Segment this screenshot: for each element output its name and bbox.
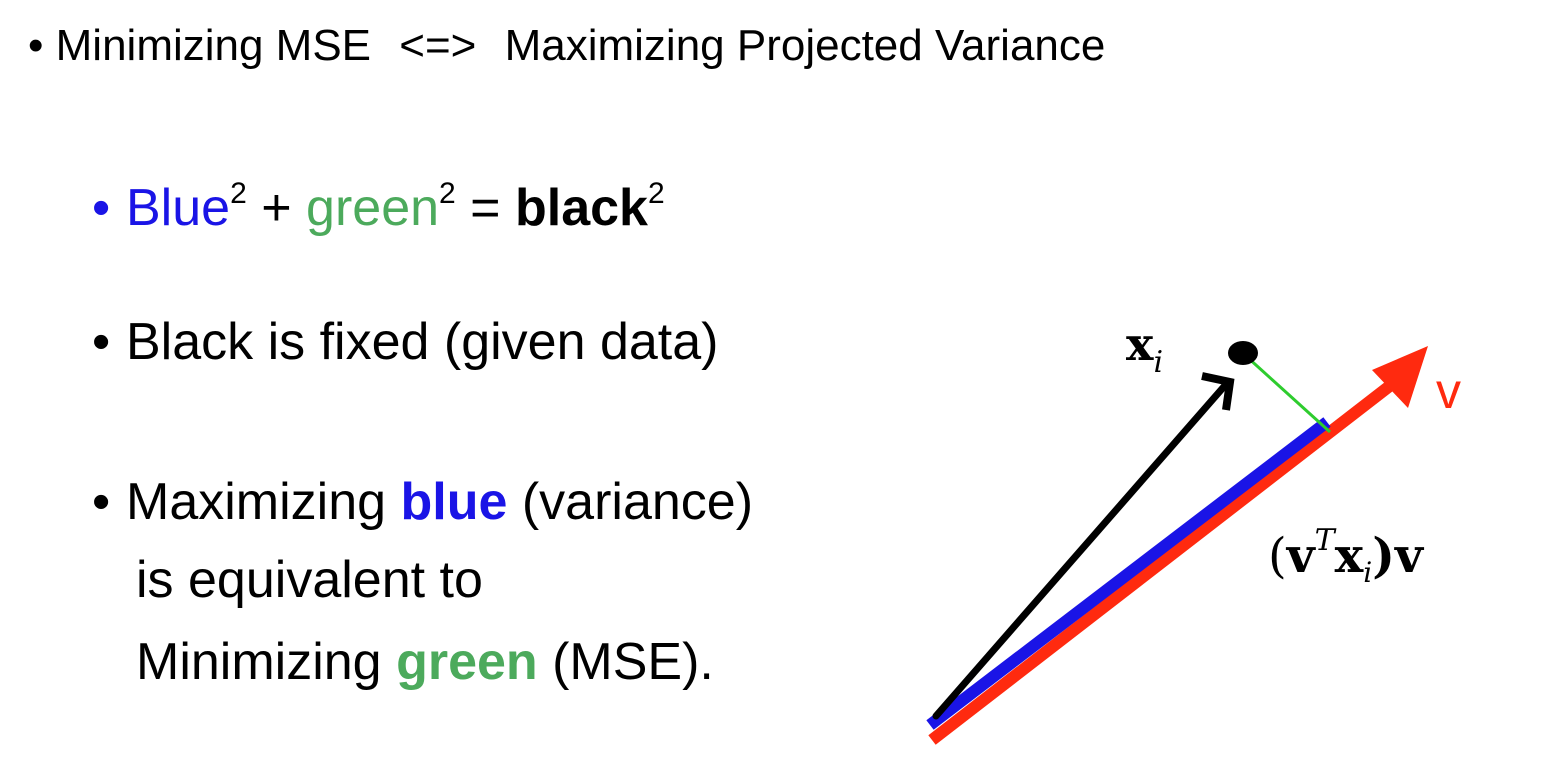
v-label: v [1436,363,1461,419]
data-vector-line [932,378,1232,720]
max-line3-green: green [396,633,538,691]
eq-plus: + [246,179,307,237]
xi-label: xi [1126,320,1163,380]
eq-blue: Blue [126,179,231,237]
max-pre: Maximizing [126,473,401,531]
data-point [1228,341,1258,365]
top-bullet: • Minimizing MSE <=> Maximizing Projecte… [28,20,1105,72]
eq-square-2: 2 [439,177,456,210]
top-left-text: Minimizing MSE [55,21,372,70]
max-line3-pre: Minimizing [136,633,397,691]
bullet-dot: • [92,313,111,371]
max-line-3: Minimizing green (MSE). [136,632,714,692]
bullet-dot: • [92,473,111,531]
max-line-2: is equivalent to [136,551,483,609]
projection-diagram: xi v (vTxi)v [926,320,1461,745]
max-post: (variance) [507,473,754,531]
eq-square-1: 2 [230,177,247,210]
data-vector-arrowhead [1201,372,1235,411]
bullet-equation: • Blue2 + green2 = black2 [92,178,665,238]
max-line3-post: (MSE). [537,633,714,691]
equivalence-symbol: <=> [399,21,477,70]
bullet-maximizing: • Maximizing blue (variance) [92,472,753,532]
bullet-fixed: • Black is fixed (given data) [92,312,719,372]
max-blue: blue [400,473,508,531]
eq-black: black [514,179,648,237]
residual-line [1244,354,1332,434]
eq-equals: = [455,179,515,237]
projection-line [926,417,1331,730]
eq-green: green [306,179,440,237]
v-axis-arrowhead [1372,346,1428,408]
bullet-dot: • [92,179,111,237]
eq-square-3: 2 [647,177,665,210]
v-axis-line [928,373,1404,745]
top-right-text: Maximizing Projected Variance [504,21,1106,70]
projection-label: (vTxi)v [1268,523,1425,589]
bullet-dot: • [28,21,44,70]
fixed-text: Black is fixed (given data) [126,313,719,371]
